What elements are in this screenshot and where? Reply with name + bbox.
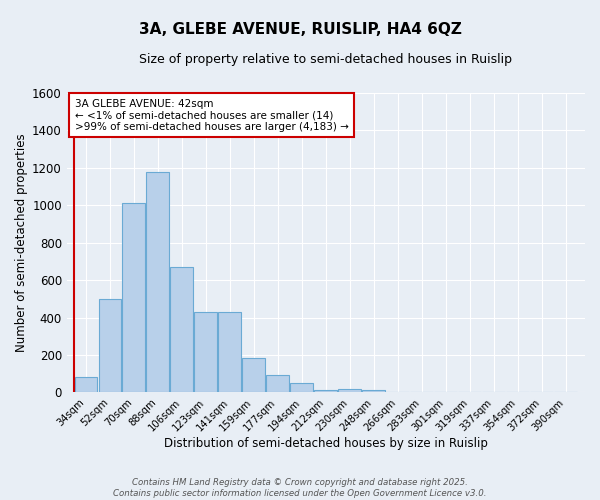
Y-axis label: Number of semi-detached properties: Number of semi-detached properties xyxy=(15,134,28,352)
Bar xyxy=(170,267,193,392)
Bar xyxy=(242,358,265,392)
Bar xyxy=(74,378,97,392)
Text: 3A GLEBE AVENUE: 42sqm
← <1% of semi-detached houses are smaller (14)
>99% of se: 3A GLEBE AVENUE: 42sqm ← <1% of semi-det… xyxy=(74,98,349,132)
Bar xyxy=(194,312,217,392)
Bar xyxy=(338,388,361,392)
X-axis label: Distribution of semi-detached houses by size in Ruislip: Distribution of semi-detached houses by … xyxy=(164,437,488,450)
Bar xyxy=(362,390,385,392)
Bar xyxy=(98,299,121,392)
Text: 3A, GLEBE AVENUE, RUISLIP, HA4 6QZ: 3A, GLEBE AVENUE, RUISLIP, HA4 6QZ xyxy=(139,22,461,38)
Text: Contains HM Land Registry data © Crown copyright and database right 2025.
Contai: Contains HM Land Registry data © Crown c… xyxy=(113,478,487,498)
Bar xyxy=(314,390,337,392)
Bar xyxy=(266,374,289,392)
Title: Size of property relative to semi-detached houses in Ruislip: Size of property relative to semi-detach… xyxy=(139,52,512,66)
Bar xyxy=(218,312,241,392)
Bar xyxy=(290,383,313,392)
Bar xyxy=(122,204,145,392)
Bar xyxy=(146,172,169,392)
